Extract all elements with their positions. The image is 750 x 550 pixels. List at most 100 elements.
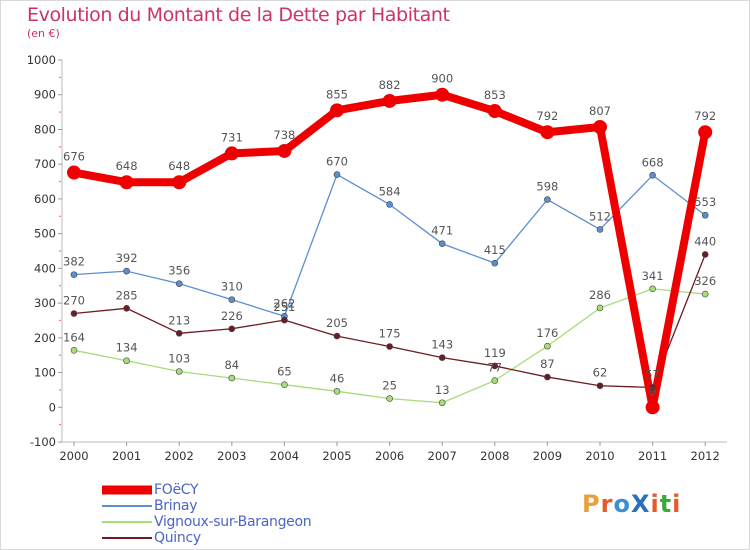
data-point <box>487 104 502 119</box>
data-label: 57 <box>645 367 660 381</box>
data-point <box>491 259 499 267</box>
data-point <box>491 377 499 384</box>
data-point <box>382 93 397 108</box>
x-tick-label: 2007 <box>428 449 457 463</box>
x-tick-label: 2005 <box>322 449 351 463</box>
data-point <box>175 330 183 337</box>
data-label: 0 <box>649 384 656 398</box>
data-label: 25 <box>382 379 397 393</box>
y-tick-label: 100 <box>34 366 56 380</box>
y-tick-label: 300 <box>34 296 56 310</box>
x-tick-label: 2001 <box>112 449 141 463</box>
data-label: 882 <box>379 78 401 92</box>
data-point <box>228 374 236 382</box>
data-label: 584 <box>379 184 401 198</box>
data-label: 176 <box>536 326 558 340</box>
legend-swatch <box>102 537 152 539</box>
data-label: 62 <box>593 366 608 380</box>
data-point <box>175 368 183 375</box>
data-point <box>701 290 709 298</box>
data-label: 226 <box>221 309 243 323</box>
data-point <box>228 325 236 333</box>
data-point <box>175 280 183 287</box>
data-label: 251 <box>273 300 295 314</box>
data-label: 512 <box>589 209 611 223</box>
x-tick-label: 2006 <box>375 449 404 463</box>
legend-swatch <box>102 521 152 523</box>
logo-letter: i <box>672 490 682 518</box>
legend-swatch <box>102 505 152 507</box>
data-label: 648 <box>168 159 190 173</box>
data-point <box>544 342 551 350</box>
logo-letter: i <box>650 490 660 518</box>
data-point <box>386 201 393 208</box>
legend-label: Vignoux-sur-Barangeon <box>154 514 312 530</box>
data-label: 392 <box>116 251 138 265</box>
data-label: 676 <box>63 150 85 164</box>
logo-letter: r <box>600 490 614 518</box>
legend-label: FOëCY <box>154 482 199 498</box>
data-label: 341 <box>642 269 664 283</box>
data-point <box>701 211 709 219</box>
data-point <box>123 304 130 312</box>
y-tick-label: 200 <box>34 331 56 345</box>
data-point <box>596 382 604 390</box>
data-label: 13 <box>435 383 450 397</box>
y-tick-label: 1000 <box>27 53 56 67</box>
data-label: 270 <box>63 294 85 308</box>
logo-letter: X <box>630 490 651 518</box>
data-point <box>491 362 499 370</box>
x-tick-label: 2011 <box>638 449 667 463</box>
data-label: 855 <box>326 87 348 101</box>
data-label: 382 <box>63 255 85 269</box>
data-point <box>435 87 450 102</box>
data-point <box>67 165 81 180</box>
data-label: 205 <box>326 316 348 330</box>
data-point <box>224 146 239 161</box>
data-label: 471 <box>431 224 453 238</box>
data-label: 286 <box>589 288 611 302</box>
data-point <box>123 357 130 365</box>
y-tick-label: -100 <box>30 435 56 449</box>
data-point <box>438 240 446 248</box>
data-point <box>386 395 393 402</box>
data-point <box>333 332 341 340</box>
data-label: 670 <box>326 155 348 169</box>
data-label: 310 <box>221 280 243 294</box>
data-label: 285 <box>116 288 138 302</box>
data-point <box>544 373 551 381</box>
data-point <box>333 171 341 178</box>
data-point <box>698 125 713 140</box>
x-tick-label: 2003 <box>217 449 246 463</box>
data-point <box>172 175 187 190</box>
y-tick-label: 800 <box>34 122 56 136</box>
data-label: 731 <box>221 130 243 144</box>
data-point <box>645 400 660 415</box>
data-point <box>544 196 551 203</box>
data-point <box>701 251 709 258</box>
data-point <box>330 103 344 118</box>
data-label: 415 <box>484 243 506 257</box>
data-label: 175 <box>379 327 401 341</box>
y-tick-label: 600 <box>34 192 56 206</box>
data-point <box>438 399 446 407</box>
data-label: 143 <box>431 338 453 352</box>
y-tick-label: 900 <box>34 88 56 102</box>
data-point <box>649 285 656 293</box>
data-point <box>649 171 656 179</box>
data-label: 262 <box>273 296 295 310</box>
data-label: 553 <box>694 195 716 209</box>
data-label: 87 <box>540 357 555 371</box>
data-point <box>277 143 292 158</box>
data-label: 164 <box>63 330 85 344</box>
x-tick-label: 2004 <box>270 449 299 463</box>
x-tick-label: 2008 <box>480 449 509 463</box>
logo-letter: P <box>582 490 601 518</box>
data-label: 119 <box>484 346 506 360</box>
data-label: 440 <box>694 234 716 248</box>
legend-label: Brinay <box>154 498 198 514</box>
data-label: 668 <box>642 155 664 169</box>
y-tick-label: 700 <box>34 157 56 171</box>
logo-letter: t <box>659 490 673 518</box>
